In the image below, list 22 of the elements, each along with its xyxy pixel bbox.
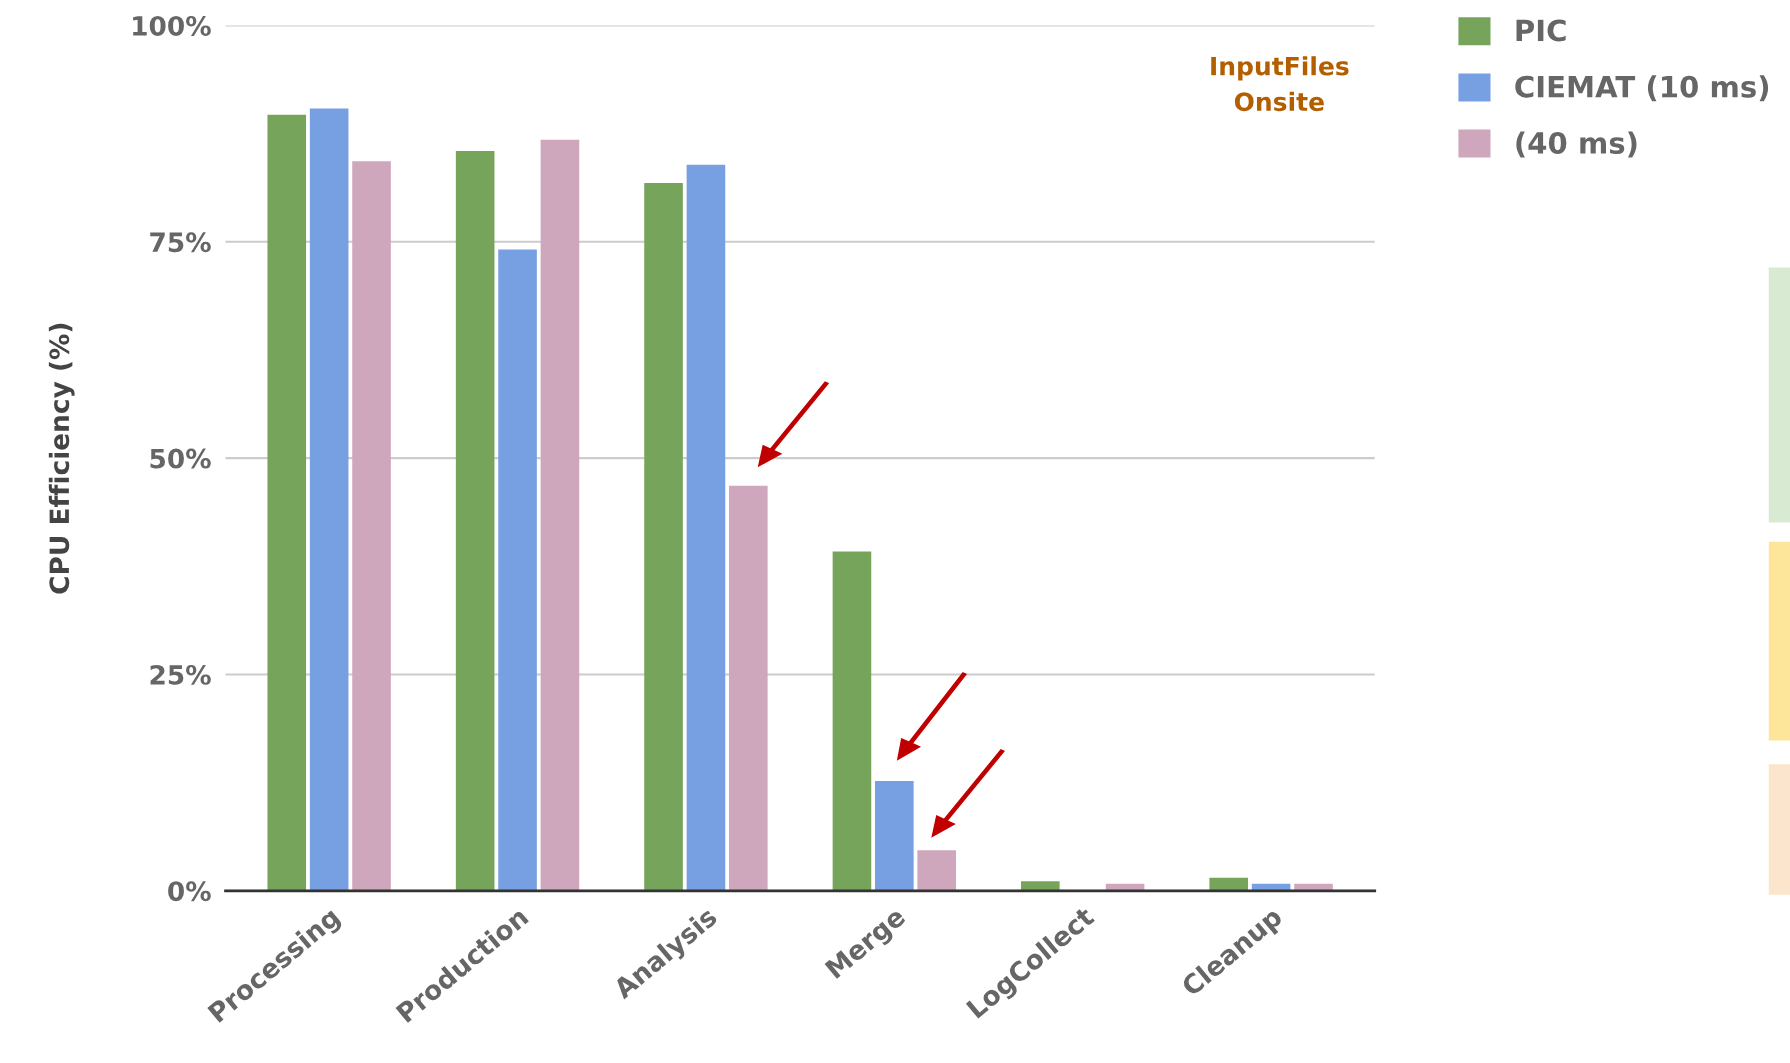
bar (540, 139, 580, 891)
y-tick-label: 75% (150, 232, 211, 253)
bar (352, 161, 391, 891)
y-tick-label: 25% (150, 664, 211, 685)
legend-label: PIC (1516, 19, 1566, 42)
bar (455, 150, 495, 891)
legend-label: (40 ms) (1516, 131, 1637, 158)
y-tick-label: 50% (150, 448, 211, 469)
legend-label: CIEMAT (10 ms) (1515, 75, 1769, 102)
bar (309, 108, 349, 891)
y-tick-label: 0% (168, 881, 211, 902)
bar (644, 182, 683, 891)
bar (267, 114, 307, 891)
bar (498, 249, 537, 891)
y-tick-label: 100% (133, 15, 211, 36)
bar (686, 164, 726, 891)
annotation: InputFiles Onsite (1211, 56, 1349, 112)
bar (917, 850, 957, 891)
y-axis-title: CPU Efficiency (%) (48, 323, 75, 594)
bar (875, 780, 914, 891)
bar (729, 485, 768, 891)
bar (832, 551, 872, 891)
